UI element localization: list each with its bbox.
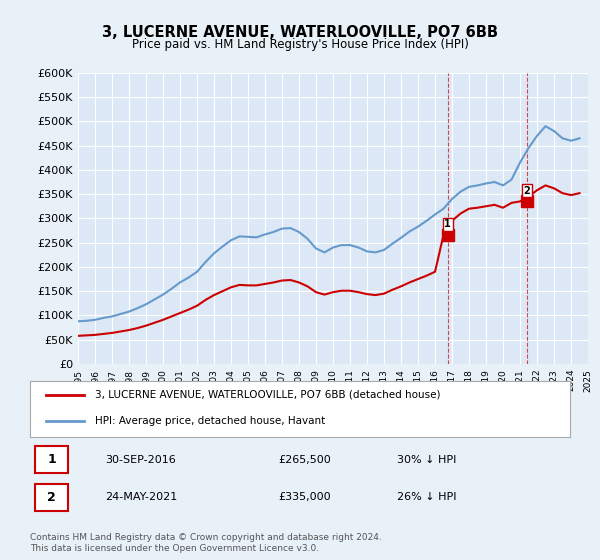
Text: 26% ↓ HPI: 26% ↓ HPI <box>397 492 457 502</box>
Text: 1: 1 <box>47 453 56 466</box>
Text: HPI: Average price, detached house, Havant: HPI: Average price, detached house, Hava… <box>95 416 325 426</box>
Text: 30-SEP-2016: 30-SEP-2016 <box>106 455 176 465</box>
Text: 2: 2 <box>47 491 56 504</box>
Text: 1: 1 <box>445 220 451 230</box>
Text: Contains HM Land Registry data © Crown copyright and database right 2024.
This d: Contains HM Land Registry data © Crown c… <box>30 533 382 553</box>
FancyBboxPatch shape <box>35 446 68 473</box>
Text: £335,000: £335,000 <box>278 492 331 502</box>
Text: Price paid vs. HM Land Registry's House Price Index (HPI): Price paid vs. HM Land Registry's House … <box>131 38 469 51</box>
FancyBboxPatch shape <box>35 484 68 511</box>
Text: 30% ↓ HPI: 30% ↓ HPI <box>397 455 457 465</box>
Text: £265,500: £265,500 <box>278 455 331 465</box>
Text: 24-MAY-2021: 24-MAY-2021 <box>106 492 178 502</box>
Text: 3, LUCERNE AVENUE, WATERLOOVILLE, PO7 6BB: 3, LUCERNE AVENUE, WATERLOOVILLE, PO7 6B… <box>102 25 498 40</box>
Text: 3, LUCERNE AVENUE, WATERLOOVILLE, PO7 6BB (detached house): 3, LUCERNE AVENUE, WATERLOOVILLE, PO7 6B… <box>95 390 440 400</box>
Text: 2: 2 <box>523 185 530 195</box>
